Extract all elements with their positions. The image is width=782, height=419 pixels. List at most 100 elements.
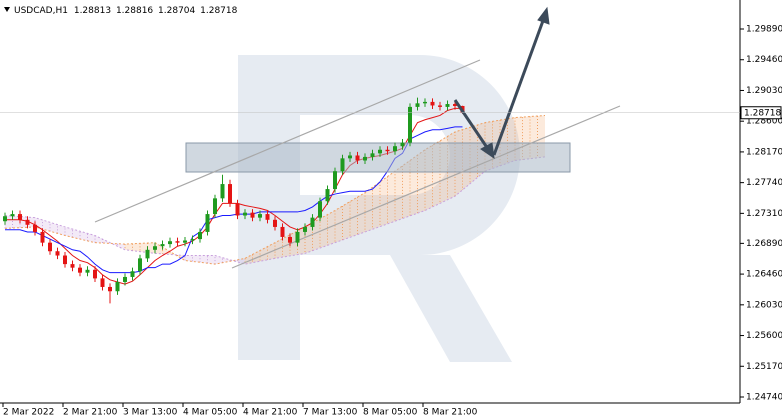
candle-body: [78, 267, 82, 273]
x-tick-label: 4 Mar 05:00: [183, 408, 238, 418]
candle-body: [258, 214, 262, 218]
header-high: 1.28816: [116, 6, 153, 16]
candle-body: [355, 155, 360, 161]
header-low: 1.28704: [158, 6, 195, 16]
candle-body: [130, 271, 135, 277]
menu-triangle: [4, 7, 10, 12]
candle-body: [235, 203, 240, 216]
candle-body: [70, 264, 75, 268]
candle-body: [370, 153, 375, 157]
candle-body: [340, 158, 345, 172]
candle-body: [228, 184, 232, 204]
candle-body: [145, 249, 150, 259]
header-open: 1.28813: [74, 6, 111, 16]
y-tick-label: 1.29890: [746, 25, 782, 35]
y-tick-label: 1.27310: [746, 209, 782, 219]
candle-body: [333, 171, 337, 190]
candle-body: [160, 244, 165, 247]
candle-body: [175, 241, 180, 243]
candle-body: [348, 155, 352, 159]
cloud-span-a: [4, 114, 546, 265]
candle-body: [430, 101, 435, 106]
y-tick-label: 1.28600: [746, 117, 782, 127]
indicator-line: [5, 126, 463, 274]
cloud-segment: [95, 235, 125, 250]
y-tick-label: 1.26890: [746, 239, 782, 249]
candle-body: [303, 226, 307, 232]
candle-body: [325, 189, 330, 202]
x-tick-label: 8 Mar 21:00: [423, 408, 478, 418]
x-tick-label: 7 Mar 13:00: [303, 408, 358, 418]
candle-body: [408, 106, 412, 143]
candle-body: [385, 149, 390, 152]
candle-body: [445, 104, 450, 107]
candle-body: [295, 231, 300, 243]
candle-body: [213, 198, 217, 215]
y-tick-label: 1.26460: [746, 270, 782, 280]
candle-body: [220, 184, 225, 199]
forecast-arrow: [453, 6, 550, 160]
candle-body: [33, 224, 37, 232]
candle-body: [280, 226, 285, 237]
candle-body: [265, 214, 270, 220]
candle-body: [108, 286, 112, 292]
y-tick-label: 1.25600: [746, 331, 782, 341]
candle-body: [453, 104, 457, 106]
support-zone: [185, 142, 571, 173]
candle-body: [190, 239, 195, 241]
x-tick-label: 2 Mar 21:00: [63, 408, 118, 418]
candle-body: [168, 241, 172, 245]
candle-body: [415, 103, 420, 107]
chart-header: USDCAD,H1 1.28813 1.28816 1.28704 1.2871…: [14, 6, 238, 16]
candle-body: [153, 246, 157, 250]
candle-body: [115, 281, 120, 292]
y-tick-label: 1.29030: [746, 86, 782, 96]
y-tick-label: 1.24740: [746, 392, 782, 402]
last-price-label: 1.28718: [744, 108, 781, 118]
y-tick-label: 1.27740: [746, 178, 782, 188]
candle-body: [123, 276, 127, 282]
candle-body: [100, 278, 105, 287]
candle-body: [378, 149, 382, 154]
candle-body: [400, 142, 405, 147]
candle-body: [3, 216, 7, 222]
candle-body: [318, 201, 322, 218]
x-tick-label: 3 Mar 13:00: [123, 408, 178, 418]
candle-body: [55, 251, 60, 256]
candle-body: [273, 219, 277, 227]
last-price-box: [740, 106, 782, 120]
candle-body: [138, 258, 142, 272]
candle-body: [18, 214, 22, 220]
header-close: 1.28718: [200, 6, 237, 16]
candle-body: [310, 217, 315, 227]
y-tick-label: 1.28170: [746, 147, 782, 157]
candle-body: [40, 231, 45, 243]
candle-body: [63, 255, 67, 265]
candle-body: [288, 236, 292, 243]
candle-body: [85, 269, 90, 273]
candle-body: [198, 231, 202, 240]
x-tick-label: 2 Mar 2022: [3, 408, 54, 418]
cloud-span-b: [4, 156, 546, 265]
candle-body: [363, 156, 367, 161]
candle-body: [393, 146, 397, 152]
candle-body: [25, 219, 30, 225]
watermark: [238, 55, 520, 362]
symbol: USDCAD,H1: [14, 6, 68, 16]
x-tick-label: 4 Mar 21:00: [243, 408, 298, 418]
candle-body: [48, 242, 52, 252]
channel-upper: [94, 59, 481, 223]
candle-body: [243, 212, 247, 216]
x-tick-label: 8 Mar 05:00: [363, 408, 418, 418]
candle-body: [183, 240, 187, 243]
candle-body: [10, 214, 15, 217]
candle-layer: [3, 97, 465, 304]
y-tick-label: 1.29460: [746, 55, 782, 65]
y-tick-label: 1.25170: [746, 362, 782, 372]
y-tick-label: 1.26030: [746, 300, 782, 310]
candle-body: [250, 212, 255, 218]
candle-body: [438, 105, 442, 107]
candle-body: [423, 101, 427, 104]
candle-body: [93, 269, 97, 279]
